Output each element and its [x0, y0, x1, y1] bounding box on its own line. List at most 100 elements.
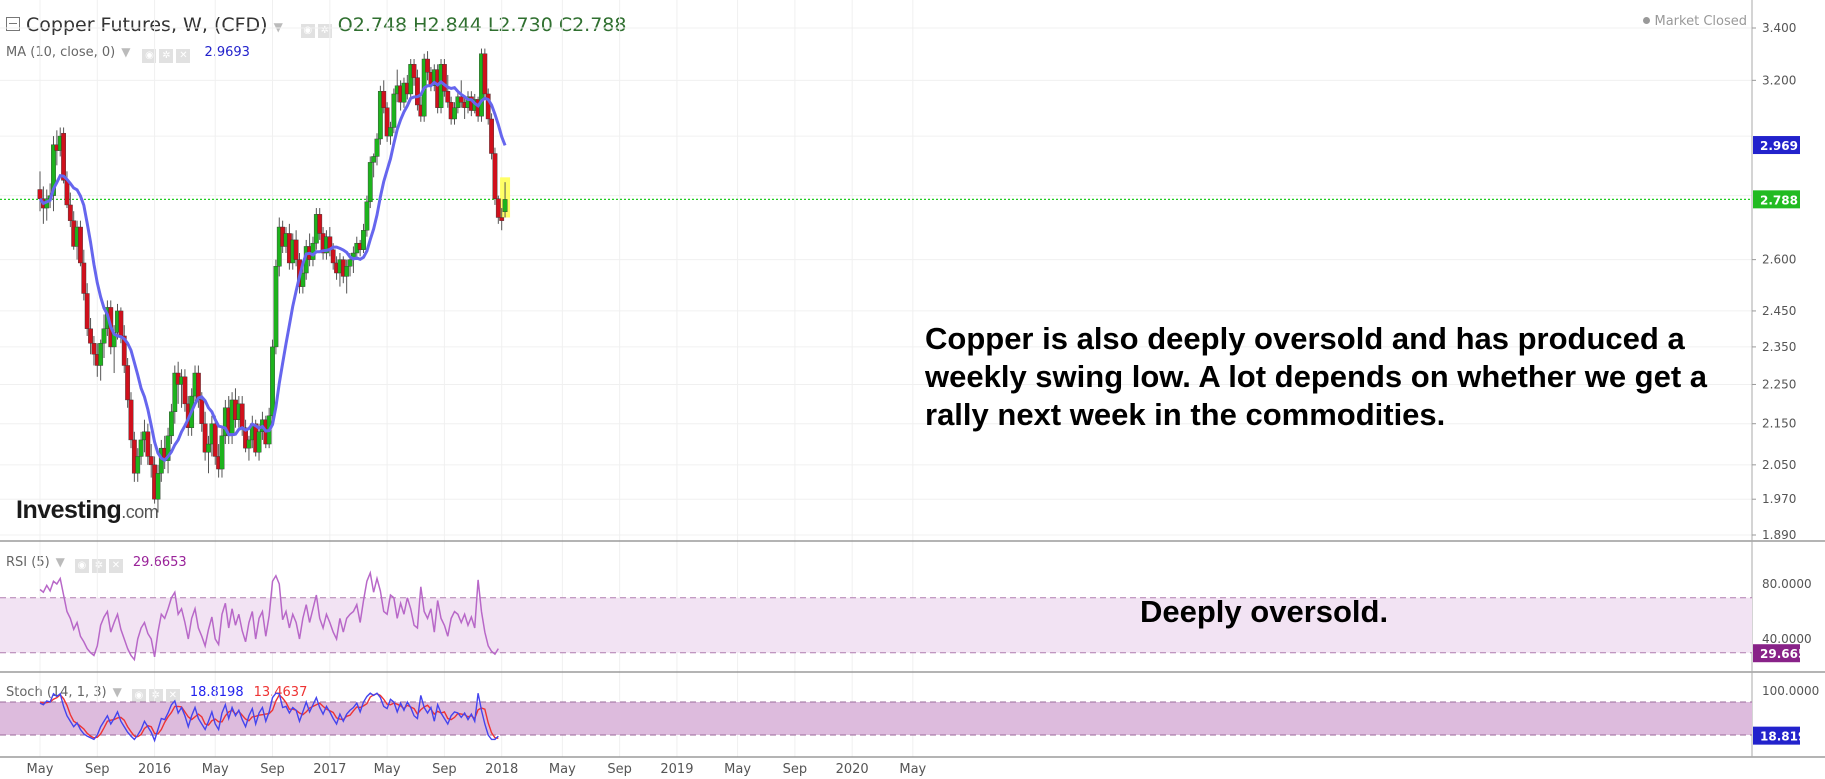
candle-body [206, 443, 211, 453]
investing-logo: Investing.com [16, 496, 159, 525]
candle-body [243, 427, 248, 449]
stoch-label[interactable]: Stoch (14, 1, 3) [6, 685, 107, 700]
rsi-label[interactable]: RSI (5) [6, 555, 50, 570]
candle-body [81, 262, 87, 294]
candle-body [411, 64, 417, 78]
time-tick-label: 2017 [313, 762, 346, 777]
candle-body [121, 335, 127, 366]
candle-body [199, 399, 205, 424]
time-tick-label: Sep [783, 762, 808, 777]
ma-value: 2.9693 [204, 45, 250, 60]
candle-body [98, 343, 104, 366]
candle-body [67, 204, 73, 221]
price-tick-label: 2.150 [1762, 417, 1796, 431]
stoch-d-value: 13.4637 [253, 685, 308, 700]
chevron-down-icon[interactable]: ▼ [112, 685, 122, 699]
last-price-marker-bg [1753, 190, 1800, 209]
candle-body [361, 230, 366, 250]
candle-body [182, 376, 188, 405]
candle-body [239, 403, 245, 428]
ma-label[interactable]: MA (10, close, 0) [6, 45, 116, 60]
candle-body [317, 214, 323, 234]
candle-body [138, 439, 144, 457]
high-value: H2.844 [413, 14, 482, 36]
candle-body [445, 91, 451, 103]
low-value: L2.730 [487, 14, 553, 36]
candle-body [415, 77, 420, 106]
rsi-legend: RSI (5) ▼ ◉ ✲ ✕ 29.6653 [6, 555, 187, 573]
candle-body [330, 249, 336, 264]
candle-body [502, 199, 508, 213]
time-tick-label: 2016 [138, 762, 171, 777]
main-annotation: Copper is also deeply oversold and has p… [925, 321, 1708, 432]
chevron-down-icon[interactable]: ▼ [273, 20, 283, 34]
candle-body [384, 107, 390, 137]
market-status-label: Market Closed [1654, 14, 1748, 29]
candle-body [270, 346, 275, 416]
symbol-label[interactable]: Copper Futures, W, (CFD) [26, 14, 268, 36]
time-tick-label: Sep [432, 762, 457, 777]
gear-icon[interactable]: ✲ [148, 689, 163, 703]
ma-legend: MA (10, close, 0) ▼ ◉ ✲ ✕ 2.9693 [6, 45, 250, 63]
candle-body [135, 456, 141, 474]
close-icon[interactable]: ✕ [108, 559, 123, 573]
candle-body [37, 189, 43, 199]
candle-body [101, 328, 107, 344]
candle-body [499, 217, 505, 221]
chevron-down-icon[interactable]: ▼ [55, 555, 65, 569]
candle-body [61, 132, 66, 181]
stoch-k-value: 18.8198 [189, 685, 244, 700]
time-tick-label: May [549, 762, 576, 777]
price-tick-label: 2.250 [1762, 377, 1796, 391]
price-tick-label: 2.350 [1762, 340, 1796, 354]
time-tick-label: May [202, 762, 229, 777]
price-tick-label: 1.970 [1762, 492, 1796, 506]
candle-body [88, 328, 93, 344]
chevron-down-icon[interactable]: ▼ [121, 45, 131, 59]
price-tick-label: 3.400 [1762, 21, 1796, 35]
time-tick-label: May [374, 762, 401, 777]
candle-body [145, 431, 151, 457]
time-tick-label: 2019 [660, 762, 693, 777]
candle-body [388, 127, 393, 137]
candle-body [256, 431, 262, 453]
candle-body [172, 372, 178, 412]
eye-icon[interactable]: ◉ [74, 559, 89, 573]
candle-body [125, 365, 131, 401]
candle-body [219, 435, 225, 470]
eye-icon[interactable]: ◉ [131, 689, 146, 703]
eye-icon[interactable]: ◉ [142, 49, 157, 63]
candle-body [492, 153, 498, 199]
rsi-value: 29.6653 [132, 555, 187, 570]
gear-icon[interactable]: ✲ [91, 559, 106, 573]
candle-body [51, 144, 56, 196]
candle-body [344, 266, 350, 277]
close-icon[interactable]: ✕ [165, 689, 180, 703]
rsi-tick-label: 40.0000 [1762, 632, 1812, 646]
time-tick-label: Sep [607, 762, 632, 777]
gear-icon[interactable]: ✲ [159, 49, 174, 63]
candle-body [371, 156, 377, 163]
stoch-marker: 18.8198 [1760, 730, 1815, 744]
time-tick-label: 2018 [485, 762, 518, 777]
time-tick-label: 2020 [836, 762, 869, 777]
candle-body [367, 162, 373, 203]
candle-body [273, 266, 279, 348]
rsi-annotation: Deeply oversold. [1140, 594, 1389, 629]
status-dot-icon [1642, 17, 1650, 24]
logo-text: Investing [16, 496, 122, 524]
candle-body [84, 293, 90, 329]
rsi-band [0, 597, 1752, 653]
candle-body [91, 343, 97, 355]
rsi-marker: 29.6653 [1760, 647, 1815, 661]
candle-body [347, 259, 353, 267]
collapse-icon[interactable] [6, 17, 20, 31]
time-tick-label: May [724, 762, 751, 777]
candle-body [128, 399, 134, 441]
candle-body [212, 423, 218, 457]
close-icon[interactable]: ✕ [176, 49, 191, 63]
price-tick-label: 1.890 [1762, 528, 1796, 542]
candle-body [485, 93, 491, 120]
candle-body [300, 272, 306, 287]
